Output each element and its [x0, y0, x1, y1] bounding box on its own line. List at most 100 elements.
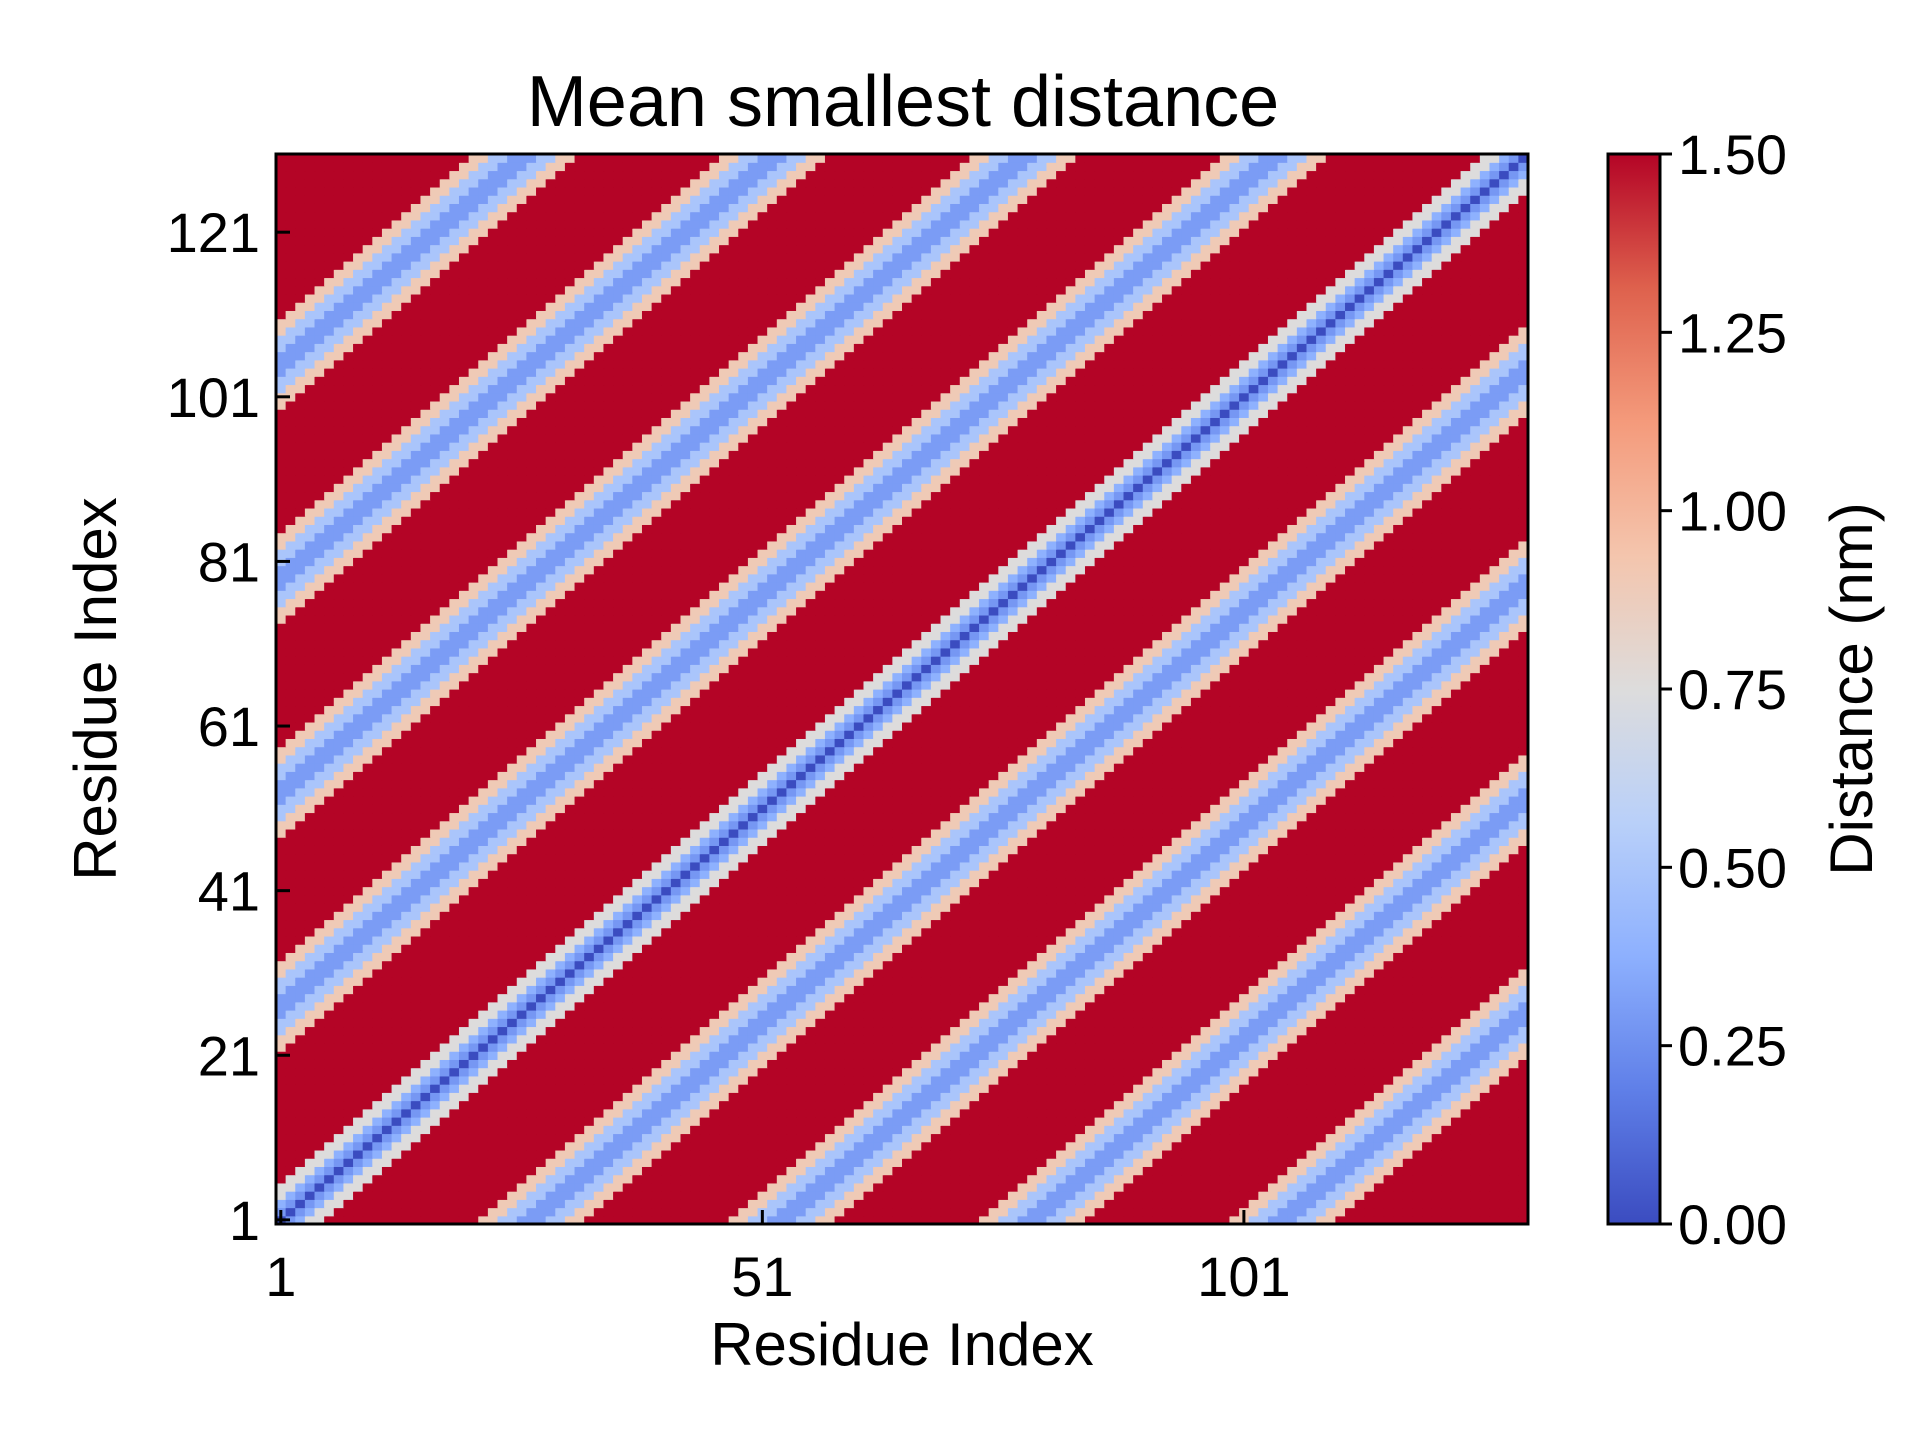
heatmap-cell	[747, 1215, 759, 1225]
heatmap-cell	[767, 927, 778, 937]
heatmap-cell	[863, 1010, 874, 1019]
heatmap-cell	[969, 968, 980, 978]
heatmap-cell	[362, 985, 373, 995]
heatmap-cell	[902, 1026, 913, 1036]
heatmap-cell	[1094, 1182, 1105, 1192]
heatmap-cell	[844, 919, 855, 929]
heatmap-cell	[959, 1215, 971, 1225]
heatmap-cell	[449, 985, 460, 995]
heatmap-cell	[1046, 1051, 1057, 1060]
heatmap-cell	[526, 903, 537, 912]
heatmap-cell	[381, 1001, 393, 1011]
heatmap-cell	[921, 1075, 932, 1085]
heatmap-cell	[882, 968, 893, 978]
heatmap-cell	[439, 1034, 450, 1044]
heatmap-cell	[1489, 1215, 1500, 1225]
heatmap-cell	[1335, 1010, 1346, 1019]
heatmap-cell	[1306, 919, 1317, 929]
heatmap-cell	[776, 1141, 788, 1151]
heatmap-cell	[1113, 968, 1125, 978]
heatmap-cell	[564, 1141, 576, 1151]
heatmap-cell	[1084, 1182, 1096, 1192]
heatmap-cell	[1508, 1084, 1519, 1093]
heatmap-cell	[555, 960, 566, 970]
heatmap-cell	[324, 968, 335, 978]
heatmap-cell	[401, 903, 412, 912]
heatmap-cell	[863, 1166, 874, 1176]
heatmap-cell	[844, 1117, 855, 1126]
heatmap-cell	[632, 1059, 643, 1069]
heatmap-cell	[555, 1092, 566, 1102]
heatmap-cell	[1364, 1158, 1375, 1167]
heatmap-cell	[324, 903, 335, 912]
heatmap-cell	[1508, 1108, 1519, 1118]
heatmap-cell	[439, 1125, 450, 1135]
heatmap-cell	[449, 1018, 460, 1028]
heatmap-cell	[834, 1067, 845, 1077]
heatmap-cell	[314, 1117, 325, 1126]
heatmap-cell	[959, 1001, 971, 1011]
heatmap-cell	[1152, 1051, 1163, 1060]
heatmap-cell	[834, 919, 845, 929]
heatmap-cell	[536, 1108, 547, 1118]
heatmap-cell	[1190, 1059, 1202, 1069]
heatmap-cell	[468, 1042, 479, 1052]
heatmap-cell	[1142, 927, 1153, 937]
heatmap-cell	[545, 911, 556, 921]
heatmap-cell	[1479, 1215, 1491, 1225]
heatmap-cell	[564, 1133, 576, 1143]
heatmap-cell	[449, 960, 460, 970]
heatmap-cell	[1084, 1133, 1096, 1143]
heatmap-cell	[1239, 993, 1250, 1003]
heatmap-cell	[1393, 935, 1404, 945]
heatmap-cell	[381, 1158, 393, 1167]
heatmap-cell	[1335, 927, 1346, 937]
heatmap-cell	[1287, 1042, 1298, 1052]
heatmap-cell	[815, 977, 826, 986]
heatmap-cell	[574, 1067, 585, 1077]
heatmap-cell	[1104, 1026, 1115, 1036]
heatmap-cell	[516, 1067, 527, 1077]
heatmap-cell	[1489, 944, 1500, 953]
heatmap-cell	[1171, 1010, 1182, 1019]
heatmap-cell	[892, 1166, 903, 1176]
heatmap-cell	[1036, 1158, 1048, 1167]
heatmap-cell	[1219, 1075, 1231, 1085]
heatmap-cell	[632, 1133, 643, 1143]
heatmap-cell	[1046, 1092, 1057, 1102]
heatmap-cell	[1450, 1059, 1462, 1069]
heatmap-cell	[834, 1034, 845, 1044]
heatmap-cell	[1219, 935, 1231, 945]
heatmap-cell	[1123, 977, 1134, 986]
heatmap-cell	[824, 1108, 836, 1118]
heatmap-cell	[526, 968, 537, 978]
heatmap-cell	[1470, 1166, 1481, 1176]
heatmap-cell	[507, 1034, 518, 1044]
heatmap-cell	[1354, 1158, 1365, 1167]
heatmap-cell	[873, 1042, 884, 1052]
heatmap-cell	[536, 1084, 547, 1093]
heatmap-cell	[410, 1026, 422, 1036]
heatmap-cell	[641, 1059, 653, 1069]
heatmap-cell	[584, 919, 595, 929]
heatmap-cell	[863, 1100, 874, 1110]
heatmap-cell	[430, 1125, 441, 1135]
heatmap-cell	[1325, 1010, 1336, 1019]
heatmap-cell	[458, 903, 470, 912]
heatmap-cell	[1393, 919, 1404, 929]
heatmap-cell	[930, 985, 942, 995]
heatmap-cell	[873, 1051, 884, 1060]
heatmap-cell	[1479, 1059, 1491, 1069]
heatmap-cell	[757, 1059, 768, 1069]
heatmap-cell	[304, 1051, 316, 1060]
heatmap-cell	[1479, 1001, 1491, 1011]
heatmap-cell	[1422, 1059, 1433, 1069]
heatmap-cell	[497, 1010, 508, 1019]
heatmap-cell	[1258, 1125, 1269, 1135]
heatmap-cell	[1499, 1166, 1510, 1176]
heatmap-cell	[324, 944, 335, 953]
heatmap-cell	[873, 952, 884, 962]
heatmap-cell	[786, 1001, 797, 1011]
heatmap-cell	[1084, 944, 1096, 953]
heatmap-cell	[863, 1158, 874, 1167]
